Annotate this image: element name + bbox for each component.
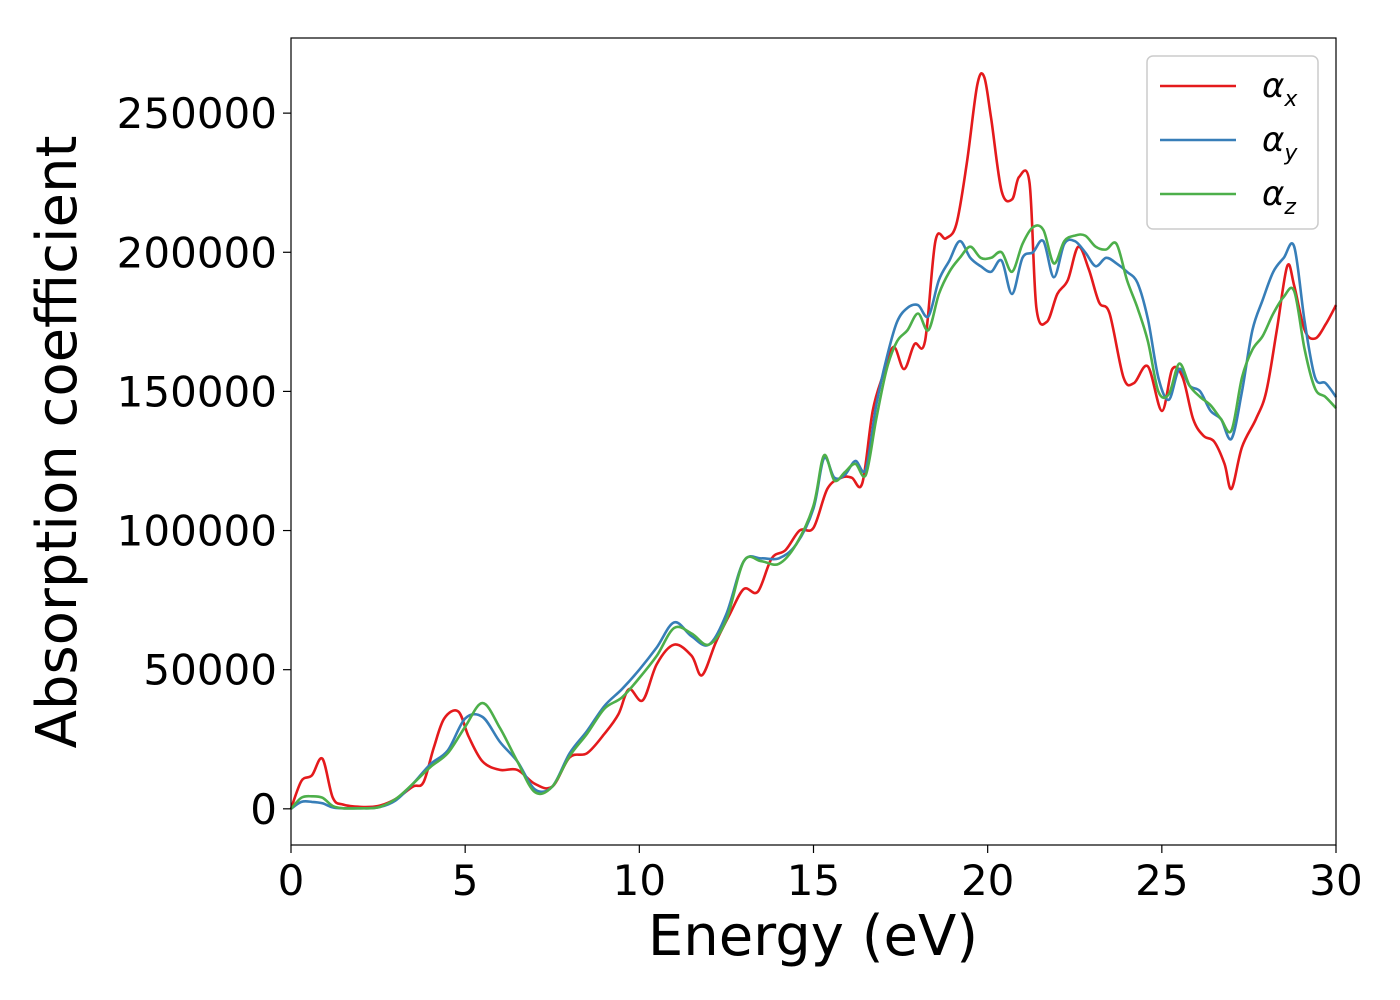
y-tick-label: 0 [250,785,277,834]
x-tick-label: 10 [613,856,666,905]
legend-label-subscript: x [1283,87,1298,112]
y-axis-title: Absorption coefficient [25,136,90,749]
legend-label-z: αz [1262,174,1296,220]
x-tick-label: 0 [278,856,305,905]
x-tick-label: 15 [787,856,840,905]
x-axis-ticks: 0 5 10 15 20 25 30 [278,845,1363,905]
x-tick-label: 5 [452,856,479,905]
y-axis-ticks: 0 50000 100000 150000 200000 250000 [117,89,291,834]
x-tick-label: 30 [1309,856,1362,905]
x-tick-label: 25 [1135,856,1188,905]
y-tick-label: 200000 [117,228,277,277]
y-tick-label: 50000 [143,646,277,695]
series-lines [289,72,1338,810]
series-line-z [290,224,1337,810]
legend-label-x: αx [1262,66,1298,112]
legend-label-subscript: y [1283,141,1298,166]
legend-label-base: α [1262,120,1284,160]
legend-box [1146,55,1319,230]
x-axis-title: Energy (eV) [648,904,978,969]
y-tick-label: 250000 [117,89,277,138]
series-line-y [290,238,1338,810]
legend-label-base: α [1262,174,1284,214]
y-tick-label: 100000 [117,507,277,556]
y-tick-label: 150000 [117,367,277,416]
legend-label-y: αy [1262,120,1298,166]
legend-label-subscript: z [1283,195,1296,220]
x-tick-label: 20 [961,856,1014,905]
legend-label-base: α [1262,66,1284,106]
